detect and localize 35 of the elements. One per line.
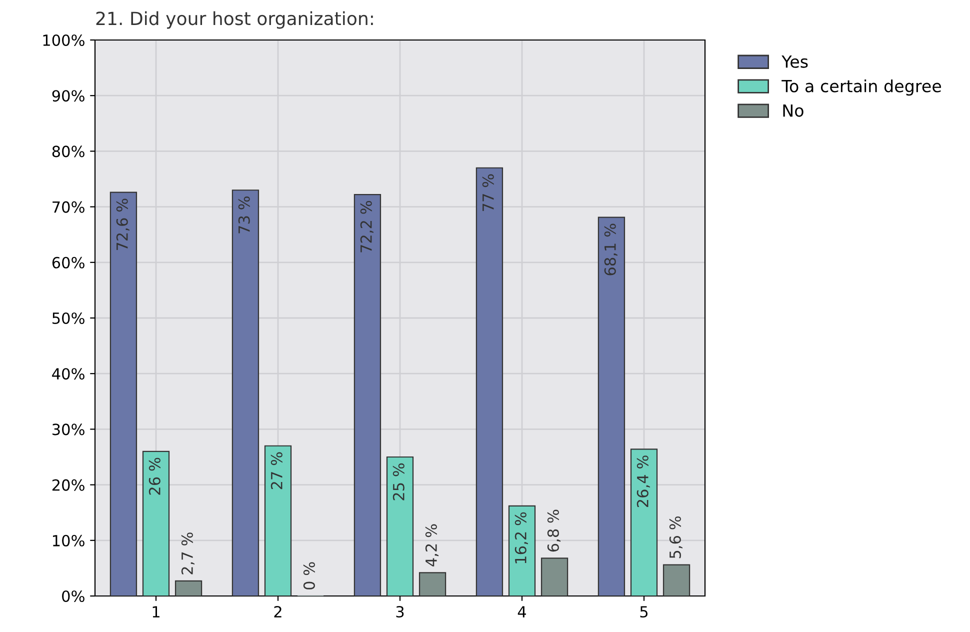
data-label: 25 % [392, 463, 404, 500]
legend-label: Yes [782, 56, 808, 68]
data-label: 5,6 % [669, 516, 683, 558]
x-tick-label: 4 [518, 606, 526, 618]
x-tick-label: 2 [274, 606, 282, 618]
legend-label: To a certain degree [782, 79, 942, 96]
y-tick-label: 60% [52, 256, 84, 268]
x-tick-label: 3 [396, 606, 404, 618]
legend-label: No [783, 104, 804, 117]
data-label: 2,7 % [181, 532, 195, 574]
y-tick-label: 20% [52, 479, 84, 491]
data-label: 72,6 % [116, 198, 130, 250]
y-tick-label: 40% [52, 368, 84, 380]
data-label: 68,1 % [604, 224, 618, 276]
data-label: 6,8 % [547, 510, 561, 552]
x-tick-label: 1 [152, 606, 160, 618]
y-tick-label: 50% [52, 312, 84, 324]
y-tick-label: 80% [52, 146, 84, 158]
y-tick-label: 10% [53, 534, 84, 546]
y-tick-label: 100% [43, 34, 84, 46]
y-tick-label: 30% [52, 424, 84, 436]
data-label: 4,2 % [425, 524, 439, 566]
chart-title: 21. Did your host organization: [96, 11, 373, 29]
data-label: 16,2 % [514, 512, 528, 564]
data-label: 26 % [148, 458, 160, 495]
y-tick-label: 70% [52, 201, 84, 213]
data-label: 27 % [270, 452, 282, 490]
data-label: 73 % [238, 196, 250, 234]
data-label: 0 % [303, 562, 315, 590]
x-tick-label: 5 [640, 606, 648, 618]
data-label: 72,2 % [360, 200, 374, 252]
data-label: 77 % [482, 174, 494, 211]
y-tick-label: 0% [62, 590, 84, 602]
y-tick-label: 90% [52, 90, 84, 102]
data-label: 26,4 % [636, 456, 650, 508]
